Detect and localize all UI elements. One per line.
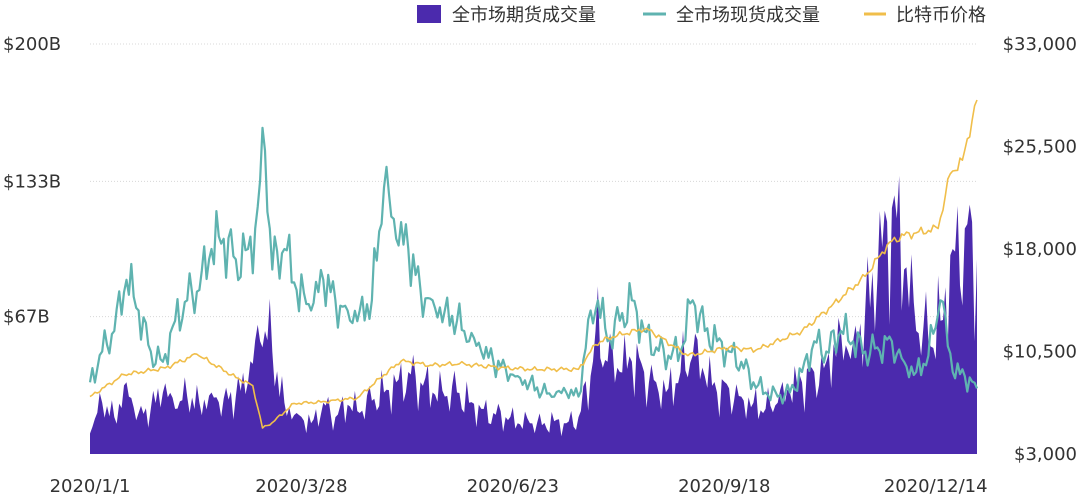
y-right-tick-label: $25,500: [1003, 137, 1077, 158]
legend: 全市场期货成交量 全市场现货成交量 比特币价格: [417, 5, 986, 26]
series-area-futures-volume: [90, 175, 977, 454]
x-tick-label: 2020/6/23: [467, 476, 559, 497]
x-tick-label: 2020/3/28: [255, 476, 347, 497]
x-tick-label: 2020/9/18: [678, 476, 770, 497]
x-tick-label: 2020/1/1: [50, 476, 131, 497]
y-right-tick-label: $3,000: [1014, 444, 1077, 465]
legend-label-futures: 全市场期货成交量: [452, 5, 596, 26]
legend-label-btc: 比特币价格: [896, 5, 986, 26]
y-left-tick-label: $133B: [3, 171, 61, 192]
x-tick-label: 2020/12/14: [884, 476, 988, 497]
y-right-tick-label: $18,000: [1003, 239, 1077, 260]
grid-layer: [90, 43, 977, 318]
legend-label-spot: 全市场现货成交量: [676, 5, 820, 26]
area-layer: [90, 175, 977, 454]
line-layer: [88, 99, 979, 429]
legend-marker-futures: [417, 5, 441, 23]
y-left-tick-label: $200B: [3, 34, 61, 55]
y-right-tick-label: $10,500: [1003, 342, 1077, 363]
series-line-btc-price: [89, 99, 978, 429]
series-line-spot-volume: [88, 126, 979, 405]
y-right-tick-label: $33,000: [1003, 34, 1077, 55]
tick-layer: $200B $133B $67B $33,000 $25,500 $18,000 $10,5…: [3, 34, 1077, 497]
y-left-tick-label: $67B: [3, 307, 50, 328]
